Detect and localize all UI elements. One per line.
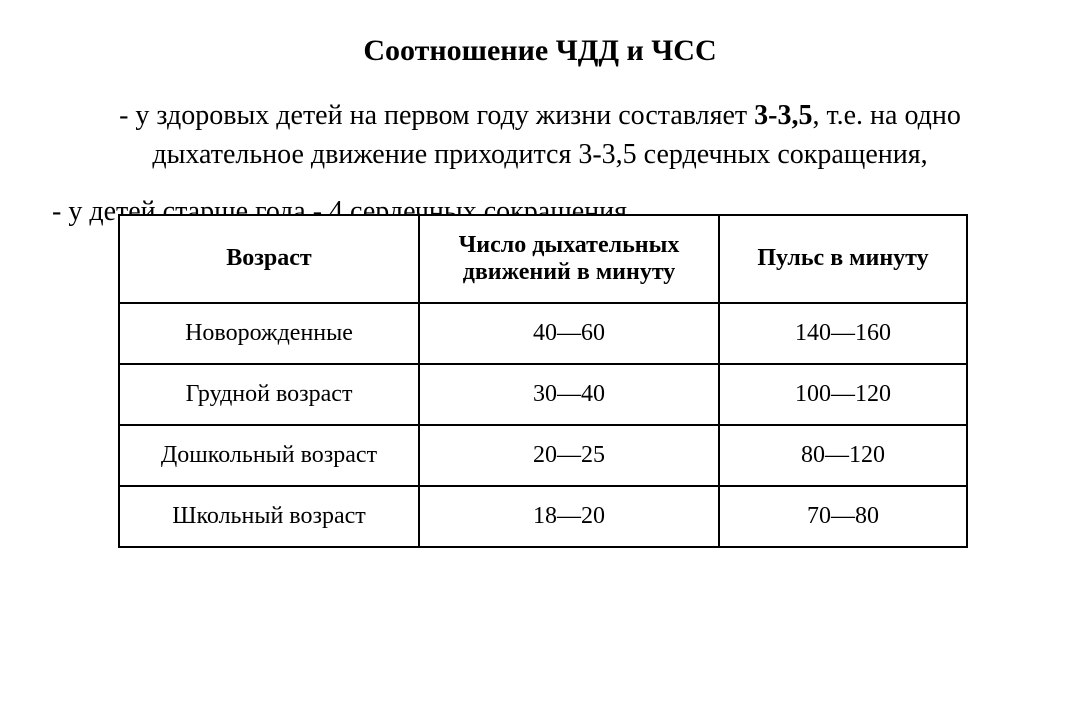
paragraph-1: - у здоровых детей на первом году жизни … (60, 96, 1020, 174)
data-table-wrap: Возраст Число дыхательных движений в мин… (118, 214, 966, 548)
table-row: Дошкольный возраст 20—25 80—120 (119, 425, 967, 486)
cell-resp: 18—20 (419, 486, 719, 547)
page-title: Соотношение ЧДД и ЧСС (0, 34, 1080, 68)
cell-age: Дошкольный возраст (119, 425, 419, 486)
col-header-age: Возраст (119, 215, 419, 303)
cell-pulse: 80—120 (719, 425, 967, 486)
cell-resp: 30—40 (419, 364, 719, 425)
cell-pulse: 140—160 (719, 303, 967, 364)
col-header-resp: Число дыхательных движений в минуту (419, 215, 719, 303)
table-row: Грудной возраст 30—40 100—120 (119, 364, 967, 425)
cell-age: Грудной возраст (119, 364, 419, 425)
cell-resp: 20—25 (419, 425, 719, 486)
col-header-pulse: Пульс в минуту (719, 215, 967, 303)
cell-pulse: 100—120 (719, 364, 967, 425)
cell-resp: 40—60 (419, 303, 719, 364)
slide-page: Соотношение ЧДД и ЧСС - у здоровых детей… (0, 0, 1080, 720)
cell-pulse: 70—80 (719, 486, 967, 547)
para1-prefix: - у здоровых детей на первом году жизни … (119, 100, 754, 131)
cell-age: Новорожденные (119, 303, 419, 364)
table-row: Новорожденные 40—60 140—160 (119, 303, 967, 364)
para1-bold: 3-3,5 (754, 100, 812, 131)
cell-age: Школьный возраст (119, 486, 419, 547)
data-table: Возраст Число дыхательных движений в мин… (118, 214, 968, 548)
table-row: Школьный возраст 18—20 70—80 (119, 486, 967, 547)
table-header-row: Возраст Число дыхательных движений в мин… (119, 215, 967, 303)
